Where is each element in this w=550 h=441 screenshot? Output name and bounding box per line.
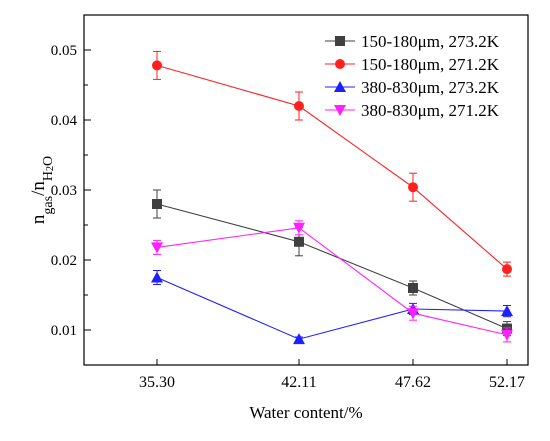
data-point bbox=[502, 264, 512, 275]
data-point bbox=[293, 333, 305, 345]
legend-label: 380-830μm, 271.2K bbox=[361, 101, 500, 120]
y-tick-label: 0.05 bbox=[51, 43, 77, 59]
legend-marker bbox=[335, 36, 345, 46]
series-line bbox=[156, 64, 508, 270]
series-1 bbox=[152, 189, 512, 337]
y-axis-title: ngas/nH2O bbox=[28, 156, 56, 224]
y-tick-label: 0.04 bbox=[51, 113, 78, 129]
legend-label: 150-180μm, 271.2K bbox=[361, 55, 500, 74]
y-axis-title-sub-2: 2 bbox=[45, 166, 56, 171]
y-axis-title-sub-gas: gas bbox=[41, 196, 56, 215]
data-point bbox=[152, 60, 162, 71]
data-point bbox=[294, 101, 304, 111]
legend-label: 150-180μm, 273.2K bbox=[361, 32, 500, 51]
y-axis-title-n2: n bbox=[28, 181, 49, 191]
x-tick-label: 42.11 bbox=[281, 374, 316, 391]
data-point bbox=[151, 271, 163, 283]
y-tick-label: 0.02 bbox=[51, 253, 77, 269]
legend-item: 380-830μm, 271.2K bbox=[325, 101, 500, 120]
data-point bbox=[408, 182, 418, 193]
x-tick-label: 52.17 bbox=[489, 374, 525, 391]
y-tick-label: 0.01 bbox=[51, 323, 77, 339]
data-point bbox=[151, 242, 163, 254]
legend-marker bbox=[334, 105, 346, 116]
y-tick-label: 0.03 bbox=[51, 183, 77, 199]
data-point bbox=[407, 308, 419, 320]
series-line bbox=[156, 276, 508, 340]
legend-label: 380-830μm, 273.2K bbox=[361, 78, 500, 97]
legend-marker bbox=[334, 81, 346, 92]
series-line bbox=[156, 227, 508, 336]
y-axis-title-n: n bbox=[28, 214, 49, 224]
data-point bbox=[152, 199, 162, 209]
data-point bbox=[501, 305, 513, 317]
data-point bbox=[293, 222, 305, 234]
y-axis-title-sub-o: O bbox=[41, 156, 56, 166]
series-4 bbox=[151, 220, 513, 343]
data-point bbox=[294, 236, 304, 247]
data-point bbox=[501, 329, 513, 341]
x-tick-label: 47.62 bbox=[395, 374, 431, 391]
legend-item: 150-180μm, 273.2K bbox=[325, 32, 500, 51]
legend-item: 380-830μm, 273.2K bbox=[325, 78, 500, 97]
series-2 bbox=[152, 50, 512, 277]
legend-marker bbox=[335, 59, 345, 69]
y-axis-title-slash: / bbox=[28, 190, 49, 196]
series-line bbox=[156, 203, 508, 330]
data-point bbox=[408, 283, 418, 293]
y-axis-title-sub-h: H bbox=[41, 171, 56, 181]
legend-item: 150-180μm, 271.2K bbox=[325, 55, 500, 74]
x-axis-title: Water content/% bbox=[249, 403, 362, 422]
x-tick-label: 35.30 bbox=[139, 374, 175, 391]
